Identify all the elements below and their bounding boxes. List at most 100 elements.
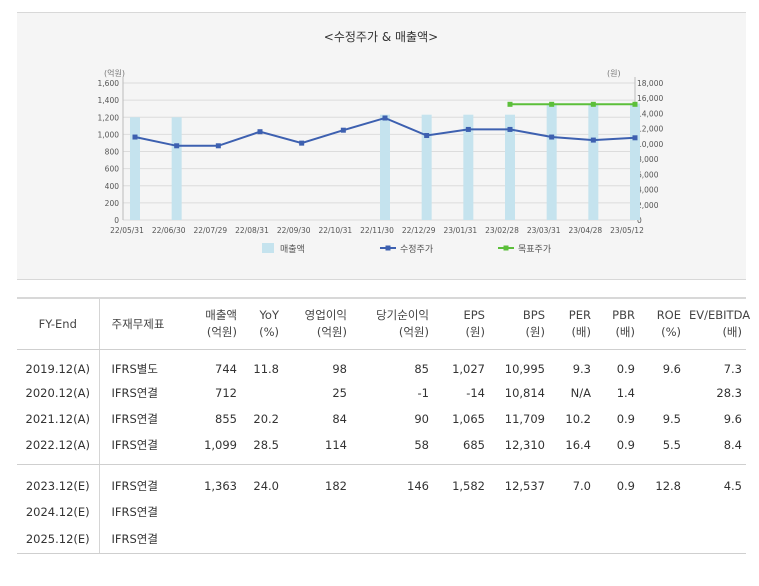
table-cell: 1,099 — [187, 432, 241, 465]
column-header-unit: (원) — [525, 325, 545, 339]
table-cell: 9.5 — [662, 412, 681, 426]
table-cell — [595, 499, 639, 525]
x-tick-label: 22/08/31 — [235, 226, 269, 235]
revenue-bar — [630, 103, 640, 220]
table-cell: 12,310 — [489, 432, 549, 465]
revenue-bar — [171, 117, 182, 220]
legend-swatch-marker — [503, 245, 509, 251]
legend-swatch-marker — [385, 245, 391, 251]
table-cell — [351, 525, 433, 554]
target-price-point — [632, 101, 638, 107]
table-cell: 2022.12(A) — [17, 432, 100, 465]
table-cell: 685 — [433, 432, 489, 465]
table-cell: N/A — [570, 386, 591, 400]
left-tick-label: 400 — [105, 182, 120, 191]
column-header: EPS (원) — [433, 297, 489, 350]
table-cell — [433, 525, 489, 554]
column-header-unit: (억원) — [316, 325, 347, 339]
table-row: 2024.12(E) IFRS연결 — [17, 499, 746, 525]
table-cell: IFRS별도 — [111, 362, 158, 376]
table-cell: 84 — [332, 412, 347, 426]
column-header-label: 당기순이익 — [376, 308, 429, 322]
table-cell: 744 — [215, 362, 237, 376]
column-header: PBR (배) — [595, 297, 639, 350]
left-tick-label: 1,400 — [98, 96, 120, 105]
column-header-label: YoY — [259, 308, 279, 322]
x-tick-label: 22/12/29 — [402, 226, 436, 235]
target-price-point — [590, 101, 596, 107]
table-cell: 24.0 — [253, 479, 279, 493]
left-tick-label: 200 — [105, 199, 120, 208]
table-cell: 1,027 — [452, 362, 485, 376]
adjusted-price-point — [257, 129, 263, 135]
x-tick-label: 23/04/28 — [568, 226, 602, 235]
table-cell — [489, 525, 549, 554]
table-cell — [187, 499, 241, 525]
column-header-unit: (%) — [259, 325, 279, 339]
x-tick-label: 22/11/30 — [360, 226, 394, 235]
legend-label: 매출액 — [280, 243, 305, 255]
table-cell: 7.3 — [723, 362, 742, 376]
adjusted-price-point — [507, 126, 513, 132]
x-tick-label: 23/02/28 — [485, 226, 519, 235]
revenue-bar — [505, 114, 515, 220]
column-header-label: ROE — [656, 308, 681, 322]
right-tick-label: 2,000 — [637, 201, 659, 210]
column-header-unit: (배) — [571, 325, 591, 339]
table-cell: -1 — [417, 386, 429, 400]
column-header: FY-End — [17, 297, 100, 350]
table-cell — [241, 525, 283, 554]
adjusted-price-point — [590, 137, 596, 143]
column-header-label: 매출액 — [205, 308, 237, 322]
column-header: 당기순이익 (억원) — [351, 297, 433, 350]
table-cell: 2023.12(E) — [17, 464, 100, 499]
table-cell: 58 — [351, 432, 433, 465]
table-row: 2022.12(A) IFRS연결 1,099 28.5 114 58 685 12,310 1… — [17, 432, 746, 465]
revenue-bar — [463, 114, 474, 220]
column-header: PER (배) — [549, 297, 595, 350]
column-header-label: PBR — [612, 308, 635, 322]
table-cell — [241, 380, 283, 406]
adjusted-price-point — [382, 115, 388, 121]
table-cell — [283, 499, 351, 525]
table-cell: 712 — [215, 386, 237, 400]
right-tick-label: 0 — [637, 216, 642, 225]
table-cell: 90 — [414, 412, 429, 426]
column-header: YoY (%) — [241, 297, 283, 350]
column-header: ROE (%) — [639, 297, 685, 350]
table-cell — [187, 525, 241, 554]
x-tick-label: 23/05/12 — [610, 226, 644, 235]
table-cell — [351, 499, 433, 525]
adjusted-price-point — [549, 134, 555, 140]
column-header-label: 영업이익 — [304, 308, 347, 322]
legend-swatch-revenue — [262, 243, 274, 253]
adjusted-price-point — [632, 135, 638, 141]
right-tick-label: 8,000 — [637, 155, 659, 164]
chart-panel: <수정주가 & 매출액> (억원) (원) 0 200 400 600 800 1,000 1,2… — [17, 12, 746, 280]
revenue-bar — [588, 103, 599, 220]
chart-title: <수정주가 & 매출액> — [324, 30, 438, 44]
x-tick-label: 23/01/31 — [443, 226, 477, 235]
table-cell: 182 — [325, 479, 347, 493]
left-tick-label: 1,600 — [98, 79, 120, 88]
table-cell: 28.3 — [716, 386, 742, 400]
column-header-label: 주재무제표 — [111, 316, 165, 331]
table-cell: 1,363 — [204, 479, 237, 493]
table-cell — [595, 525, 639, 554]
table-cell: 9.6 — [723, 412, 742, 426]
table-cell: IFRS연결 — [111, 412, 158, 426]
table-cell — [433, 499, 489, 525]
revenue-bar — [546, 103, 557, 220]
column-header-unit: (억원) — [398, 325, 429, 339]
left-axis-unit: (억원) — [104, 68, 125, 78]
legend-label: 목표주가 — [518, 244, 551, 255]
x-tick-label: 22/05/31 — [110, 226, 144, 235]
table-row: 2019.12(A) IFRS별도 744 11.8 98 85 1,027 10,995 9.… — [17, 349, 746, 380]
price-revenue-chart: <수정주가 & 매출액> (억원) (원) 0 200 400 600 800 1,000 1,2… — [98, 30, 664, 255]
table-cell: -14 — [466, 386, 485, 400]
table-cell: 2019.12(A) — [17, 349, 100, 380]
adjusted-price-point — [465, 126, 471, 132]
table-cell: IFRS연결 — [99, 432, 187, 465]
table-cell — [685, 499, 746, 525]
adjusted-price-point — [215, 143, 221, 149]
